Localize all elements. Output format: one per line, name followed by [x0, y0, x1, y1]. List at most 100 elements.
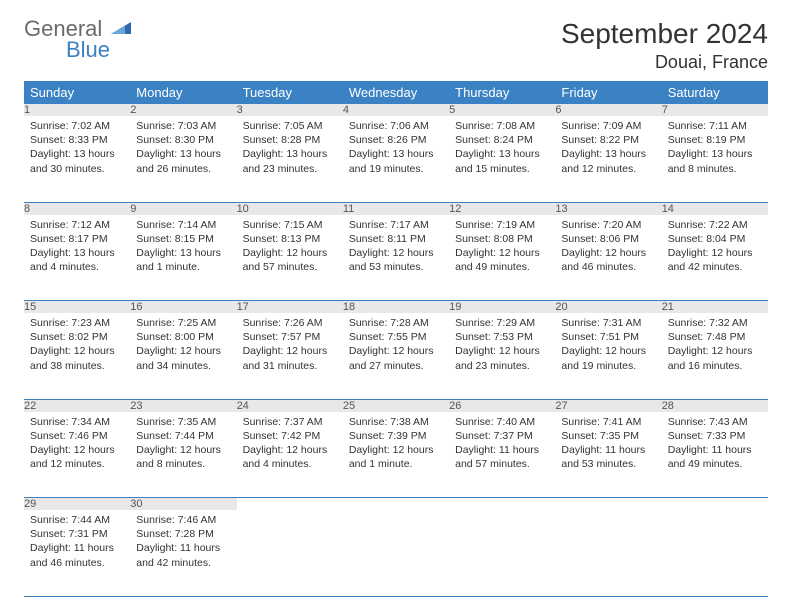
day-cell: Sunrise: 7:37 AMSunset: 7:42 PMDaylight:…: [237, 412, 343, 498]
day-cell: Sunrise: 7:32 AMSunset: 7:48 PMDaylight:…: [662, 313, 768, 399]
day-sunset: Sunset: 8:11 PM: [349, 232, 443, 246]
day-sunset: Sunset: 7:57 PM: [243, 330, 337, 344]
day-sunrise: Sunrise: 7:46 AM: [136, 513, 230, 527]
day-number-cell: 5: [449, 104, 555, 116]
day-day2: and 53 minutes.: [349, 260, 443, 274]
day-sunrise: Sunrise: 7:03 AM: [136, 119, 230, 133]
day-day2: and 26 minutes.: [136, 162, 230, 176]
day-sunrise: Sunrise: 7:28 AM: [349, 316, 443, 330]
day-day2: and 46 minutes.: [561, 260, 655, 274]
day-cell: Sunrise: 7:43 AMSunset: 7:33 PMDaylight:…: [662, 412, 768, 498]
day-number-cell: 16: [130, 301, 236, 314]
day-number-cell: 27: [555, 399, 661, 412]
location: Douai, France: [561, 52, 768, 73]
day-number-cell: 11: [343, 202, 449, 215]
weekday-header: Monday: [130, 81, 236, 104]
day-cell: Sunrise: 7:28 AMSunset: 7:55 PMDaylight:…: [343, 313, 449, 399]
day-sunrise: Sunrise: 7:40 AM: [455, 415, 549, 429]
weekday-header: Tuesday: [237, 81, 343, 104]
day-day2: and 16 minutes.: [668, 359, 762, 373]
day-cell: Sunrise: 7:03 AMSunset: 8:30 PMDaylight:…: [130, 116, 236, 202]
day-cell: Sunrise: 7:14 AMSunset: 8:15 PMDaylight:…: [130, 215, 236, 301]
day-day2: and 49 minutes.: [668, 457, 762, 471]
day-number-cell: 10: [237, 202, 343, 215]
day-day2: and 49 minutes.: [455, 260, 549, 274]
day-sunrise: Sunrise: 7:17 AM: [349, 218, 443, 232]
day-cell: Sunrise: 7:29 AMSunset: 7:53 PMDaylight:…: [449, 313, 555, 399]
day-cell: Sunrise: 7:02 AMSunset: 8:33 PMDaylight:…: [24, 116, 130, 202]
day-number-cell: 30: [130, 498, 236, 511]
day-sunrise: Sunrise: 7:34 AM: [30, 415, 124, 429]
day-sunset: Sunset: 7:39 PM: [349, 429, 443, 443]
day-day1: Daylight: 11 hours: [455, 443, 549, 457]
day-sunset: Sunset: 8:06 PM: [561, 232, 655, 246]
day-sunset: Sunset: 7:42 PM: [243, 429, 337, 443]
day-cell: Sunrise: 7:44 AMSunset: 7:31 PMDaylight:…: [24, 510, 130, 596]
day-day1: Daylight: 13 hours: [243, 147, 337, 161]
day-day2: and 8 minutes.: [668, 162, 762, 176]
day-sunrise: Sunrise: 7:20 AM: [561, 218, 655, 232]
day-number-cell: 7: [662, 104, 768, 116]
day-day2: and 34 minutes.: [136, 359, 230, 373]
day-number-cell: 18: [343, 301, 449, 314]
day-cell: Sunrise: 7:17 AMSunset: 8:11 PMDaylight:…: [343, 215, 449, 301]
weekday-header: Thursday: [449, 81, 555, 104]
day-day1: Daylight: 13 hours: [668, 147, 762, 161]
day-cell: Sunrise: 7:23 AMSunset: 8:02 PMDaylight:…: [24, 313, 130, 399]
day-cell: Sunrise: 7:20 AMSunset: 8:06 PMDaylight:…: [555, 215, 661, 301]
day-sunrise: Sunrise: 7:12 AM: [30, 218, 124, 232]
day-number-cell: 20: [555, 301, 661, 314]
day-sunrise: Sunrise: 7:19 AM: [455, 218, 549, 232]
day-day1: Daylight: 13 hours: [136, 147, 230, 161]
logo-blue: Blue: [66, 39, 131, 61]
day-day1: Daylight: 12 hours: [30, 443, 124, 457]
day-sunset: Sunset: 7:44 PM: [136, 429, 230, 443]
day-sunset: Sunset: 8:19 PM: [668, 133, 762, 147]
weekday-header: Wednesday: [343, 81, 449, 104]
day-number-cell: [449, 498, 555, 511]
day-number-cell: 6: [555, 104, 661, 116]
day-day2: and 4 minutes.: [30, 260, 124, 274]
day-sunrise: Sunrise: 7:43 AM: [668, 415, 762, 429]
day-day2: and 38 minutes.: [30, 359, 124, 373]
title-block: September 2024 Douai, France: [561, 18, 768, 73]
day-cell: Sunrise: 7:41 AMSunset: 7:35 PMDaylight:…: [555, 412, 661, 498]
day-sunset: Sunset: 7:46 PM: [30, 429, 124, 443]
day-number-cell: 24: [237, 399, 343, 412]
day-sunset: Sunset: 7:33 PM: [668, 429, 762, 443]
day-day1: Daylight: 12 hours: [243, 344, 337, 358]
calendar-table: SundayMondayTuesdayWednesdayThursdayFrid…: [24, 81, 768, 597]
day-day2: and 53 minutes.: [561, 457, 655, 471]
day-cell: Sunrise: 7:46 AMSunset: 7:28 PMDaylight:…: [130, 510, 236, 596]
day-sunrise: Sunrise: 7:11 AM: [668, 119, 762, 133]
day-day2: and 19 minutes.: [349, 162, 443, 176]
day-sunset: Sunset: 8:30 PM: [136, 133, 230, 147]
day-day1: Daylight: 12 hours: [136, 344, 230, 358]
day-day1: Daylight: 12 hours: [30, 344, 124, 358]
day-number-cell: 3: [237, 104, 343, 116]
day-number-cell: [237, 498, 343, 511]
day-number-cell: [343, 498, 449, 511]
day-sunset: Sunset: 8:13 PM: [243, 232, 337, 246]
day-day1: Daylight: 11 hours: [561, 443, 655, 457]
day-sunrise: Sunrise: 7:15 AM: [243, 218, 337, 232]
day-cell: Sunrise: 7:25 AMSunset: 8:00 PMDaylight:…: [130, 313, 236, 399]
day-day2: and 15 minutes.: [455, 162, 549, 176]
day-number-cell: 13: [555, 202, 661, 215]
day-day1: Daylight: 12 hours: [561, 246, 655, 260]
header: General Blue September 2024 Douai, Franc…: [24, 18, 768, 73]
day-cell: Sunrise: 7:40 AMSunset: 7:37 PMDaylight:…: [449, 412, 555, 498]
day-number-cell: 22: [24, 399, 130, 412]
day-number-cell: 2: [130, 104, 236, 116]
day-cell: Sunrise: 7:11 AMSunset: 8:19 PMDaylight:…: [662, 116, 768, 202]
day-sunset: Sunset: 7:31 PM: [30, 527, 124, 541]
day-number-cell: 9: [130, 202, 236, 215]
day-day1: Daylight: 12 hours: [668, 344, 762, 358]
day-day2: and 30 minutes.: [30, 162, 124, 176]
day-number-cell: [662, 498, 768, 511]
day-day1: Daylight: 13 hours: [561, 147, 655, 161]
day-day1: Daylight: 12 hours: [349, 246, 443, 260]
day-day2: and 42 minutes.: [136, 556, 230, 570]
logo-triangle-icon: [111, 18, 131, 39]
day-sunrise: Sunrise: 7:35 AM: [136, 415, 230, 429]
